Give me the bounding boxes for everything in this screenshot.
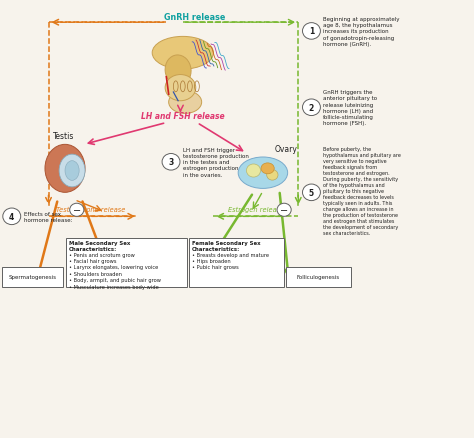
- Ellipse shape: [165, 75, 196, 102]
- Circle shape: [302, 184, 320, 201]
- Circle shape: [302, 100, 320, 116]
- Text: Testosterone release: Testosterone release: [56, 206, 126, 212]
- Text: −: −: [73, 205, 81, 215]
- Ellipse shape: [152, 37, 213, 70]
- Text: LH and FSH trigger
testosterone production
in the testes and
estrogen production: LH and FSH trigger testosterone producti…: [183, 148, 249, 177]
- Ellipse shape: [59, 155, 85, 187]
- Circle shape: [267, 170, 278, 181]
- FancyBboxPatch shape: [286, 268, 351, 287]
- Text: 4: 4: [9, 212, 14, 221]
- Text: Effects of sex
hormone release:: Effects of sex hormone release:: [24, 211, 72, 223]
- FancyBboxPatch shape: [2, 268, 63, 287]
- Text: 1: 1: [309, 27, 314, 36]
- Text: Ovary: Ovary: [275, 145, 298, 154]
- Ellipse shape: [45, 145, 85, 193]
- Circle shape: [3, 208, 21, 225]
- Ellipse shape: [169, 92, 201, 114]
- Text: 3: 3: [168, 158, 173, 167]
- Text: Male Secondary Sex
Characteristics:: Male Secondary Sex Characteristics:: [69, 241, 130, 251]
- Text: −: −: [280, 205, 288, 215]
- Text: Folliculogenesis: Folliculogenesis: [297, 275, 340, 280]
- Ellipse shape: [261, 163, 274, 174]
- Ellipse shape: [65, 161, 79, 181]
- Circle shape: [302, 24, 320, 40]
- Text: GnRH triggers the
anterior pituitary to
release luteinizing
hormone (LH) and
fol: GnRH triggers the anterior pituitary to …: [323, 90, 377, 126]
- Ellipse shape: [238, 158, 288, 189]
- Text: 2: 2: [309, 103, 314, 113]
- Text: Before puberty, the
hypothalamus and pituitary are
very sensitive to negative
fe: Before puberty, the hypothalamus and pit…: [323, 146, 401, 235]
- Text: Beginning at approximately
age 8, the hypothalamus
increases its production
of g: Beginning at approximately age 8, the hy…: [323, 17, 400, 47]
- Circle shape: [162, 154, 180, 171]
- Text: • Penis and scrotum grow
• Facial hair grows
• Larynx elongates, lowering voice
: • Penis and scrotum grow • Facial hair g…: [69, 252, 161, 289]
- Text: GnRH release: GnRH release: [164, 14, 225, 22]
- Text: • Breasts develop and mature
• Hips broaden
• Pubic hair grows: • Breasts develop and mature • Hips broa…: [192, 252, 269, 270]
- Text: Estrogen release: Estrogen release: [228, 206, 284, 212]
- Circle shape: [277, 204, 291, 217]
- FancyBboxPatch shape: [66, 238, 187, 287]
- Circle shape: [70, 204, 84, 217]
- Text: Testis: Testis: [53, 132, 74, 141]
- Text: LH and FSH release: LH and FSH release: [141, 111, 225, 120]
- Text: Spermatogenesis: Spermatogenesis: [9, 275, 56, 280]
- Ellipse shape: [165, 56, 191, 86]
- FancyBboxPatch shape: [189, 238, 284, 287]
- Text: Female Secondary Sex
Characteristics:: Female Secondary Sex Characteristics:: [192, 241, 260, 251]
- Text: 5: 5: [309, 188, 314, 198]
- Circle shape: [246, 165, 261, 178]
